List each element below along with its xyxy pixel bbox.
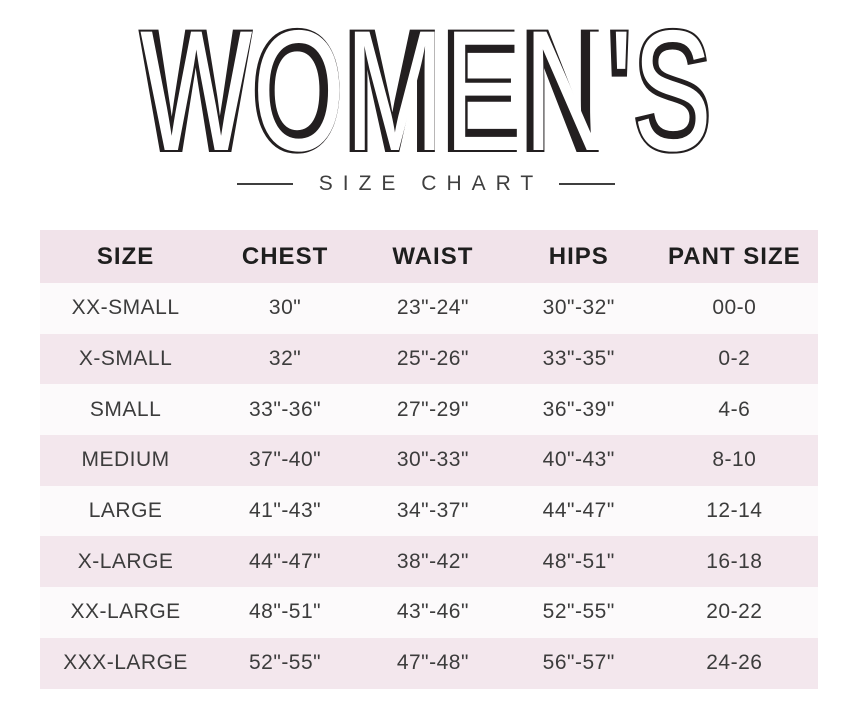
table-row-small: SMALL 33"-36" 27"-29" 36"-39" 4-6 <box>40 384 818 436</box>
cell-waist: 38"-42" <box>396 549 469 573</box>
cell-size: XXX-LARGE <box>63 651 188 675</box>
cell-hips: 30"-32" <box>542 296 615 320</box>
table-row-x-large: X-LARGE 44"-47" 38"-42" 48"-51" 16-18 <box>40 536 818 588</box>
title-text-outline: WOMEN'S <box>140 16 712 166</box>
cell-hips: 56"-57" <box>542 651 615 675</box>
subtitle: SIZE CHART <box>0 172 852 196</box>
cell-chest: 52"-55" <box>249 651 322 675</box>
cell-chest: 33"-36" <box>249 397 322 421</box>
cell-size: X-LARGE <box>77 549 174 573</box>
header-waist: WAIST <box>392 242 474 270</box>
subtitle-text: SIZE CHART <box>318 172 544 195</box>
cell-size: XX-LARGE <box>70 600 181 624</box>
subtitle-left-line <box>236 183 293 185</box>
cell-chest: 30" <box>268 296 302 320</box>
cell-pant-size: 20-22 <box>706 600 763 624</box>
cell-waist: 27"-29" <box>396 397 469 421</box>
cell-size: MEDIUM <box>81 448 170 472</box>
cell-pant-size: 24-26 <box>706 651 763 675</box>
size-table: SIZE CHEST WAIST HIPS PANT SIZE XX-SMALL… <box>40 230 818 689</box>
table-row-large: LARGE 41"-43" 34"-37" 44"-47" 12-14 <box>40 485 818 537</box>
cell-pant-size: 16-18 <box>706 549 763 573</box>
cell-waist: 43"-46" <box>396 600 469 624</box>
table-row-x-small: X-SMALL 32" 25"-26" 33"-35" 0-2 <box>40 333 818 385</box>
cell-chest: 44"-47" <box>249 549 322 573</box>
cell-chest: 41"-43" <box>249 499 322 523</box>
cell-size: X-SMALL <box>78 347 173 371</box>
header-pant-size: PANT SIZE <box>668 242 801 270</box>
cell-hips: 48"-51" <box>542 549 615 573</box>
table-row-xx-large: XX-LARGE 48"-51" 43"-46" 52"-55" 20-22 <box>40 587 818 638</box>
cell-hips: 44"-47" <box>542 499 615 523</box>
table-row-xx-small: XX-SMALL 30" 23"-24" 30"-32" 00-0 <box>40 283 818 334</box>
cell-waist: 25"-26" <box>396 347 469 371</box>
cell-waist: 23"-24" <box>396 296 469 320</box>
header-size: SIZE <box>96 242 155 270</box>
table-row-medium: MEDIUM 37"-40" 30"-33" 40"-43" 8-10 <box>40 435 818 486</box>
cell-waist: 34"-37" <box>396 499 469 523</box>
table-header-row: SIZE CHEST WAIST HIPS PANT SIZE <box>40 230 818 283</box>
cell-pant-size: 4-6 <box>718 397 751 421</box>
cell-hips: 40"-43" <box>542 448 615 472</box>
cell-chest: 32" <box>268 347 302 371</box>
cell-pant-size: 8-10 <box>712 448 757 472</box>
cell-chest: 37"-40" <box>249 448 322 472</box>
cell-chest: 48"-51" <box>249 600 322 624</box>
cell-pant-size: 0-2 <box>718 347 751 371</box>
cell-pant-size: 00-0 <box>712 296 757 320</box>
cell-hips: 36"-39" <box>542 397 615 421</box>
subtitle-right-line <box>559 183 616 185</box>
cell-pant-size: 12-14 <box>706 499 763 523</box>
cell-waist: 47"-48" <box>396 651 469 675</box>
header-hips: HIPS <box>548 242 609 270</box>
cell-hips: 52"-55" <box>542 600 615 624</box>
title-text-inline: WOMEN'S <box>140 16 712 166</box>
title-block: WOMEN'S WOMEN'S SIZE CHART <box>0 16 852 196</box>
cell-size: SMALL <box>89 397 162 421</box>
header-chest: CHEST <box>241 242 329 270</box>
cell-size: LARGE <box>88 499 163 523</box>
table-row-xxx-large: XXX-LARGE 52"-55" 47"-48" 56"-57" 24-26 <box>40 637 818 689</box>
cell-size: XX-SMALL <box>71 296 180 320</box>
cell-hips: 33"-35" <box>542 347 615 371</box>
cell-waist: 30"-33" <box>396 448 469 472</box>
womens-title: WOMEN'S WOMEN'S <box>138 16 714 166</box>
